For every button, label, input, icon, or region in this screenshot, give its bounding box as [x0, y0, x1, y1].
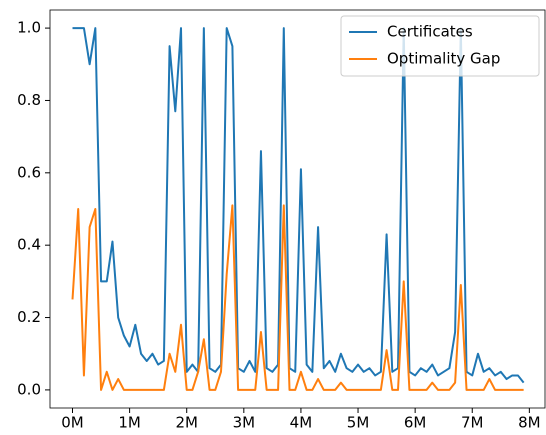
series-line: [72, 27, 525, 384]
x-tick-label: 4M: [290, 414, 313, 432]
x-tick-label: 2M: [175, 414, 198, 432]
y-tick-label: 0.2: [17, 308, 41, 326]
y-tick-label: 0.6: [17, 163, 41, 181]
y-tick-label: 0.8: [17, 91, 41, 109]
y-tick-label: 0.4: [17, 236, 41, 254]
y-tick-label: 1.0: [17, 19, 41, 37]
series-line: [71, 204, 524, 391]
x-tick-label: 7M: [461, 414, 484, 432]
legend-label: Optimality Gap: [387, 50, 500, 68]
x-tick-label: 8M: [518, 414, 541, 432]
legend-box: [340, 15, 540, 77]
legend-label: Certificates: [387, 23, 473, 41]
x-tick-label: 6M: [404, 414, 427, 432]
y-tick-label: 0.0: [17, 380, 41, 398]
x-tick-label: 3M: [233, 414, 256, 432]
x-tick-label: 1M: [118, 414, 141, 432]
x-tick-label: 0M: [61, 414, 84, 432]
x-tick-label: 5M: [347, 414, 370, 432]
plot-frame: [49, 9, 546, 409]
